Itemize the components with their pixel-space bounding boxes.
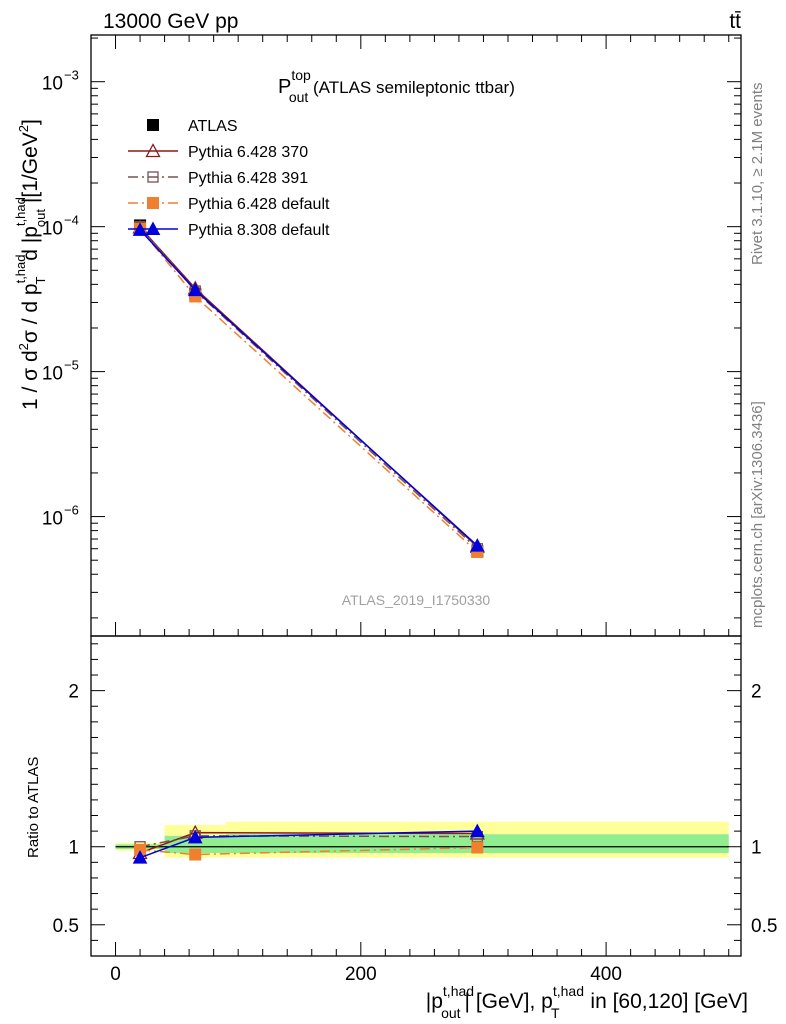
main-point-pythia-8-308-default (469, 538, 485, 552)
plot-title-sup: top (291, 67, 311, 83)
legend-marker (147, 119, 159, 131)
header-process-label: tt̄ (729, 10, 741, 33)
analysis-watermark: ATLAS_2019_I1750330 (342, 592, 491, 608)
main-line-pythia-6-428-370 (139, 226, 478, 548)
y-tick-label-exponent: −3 (64, 68, 79, 83)
plot-title-sub: out (289, 89, 309, 105)
main-y-axis-label: 1 / σ d2σ / d pt,had T d |pt,had out|[1/Ge… (13, 119, 48, 410)
x-tick-label: 200 (345, 964, 377, 985)
ratio-uncertainty-bands (115, 821, 729, 858)
ratio-band-green (164, 835, 226, 853)
y-tick-label-exponent: −4 (64, 213, 79, 228)
main-line-pythia-6-428-default (139, 228, 478, 553)
legend-label: Pythia 8.308 default (188, 222, 330, 239)
legend-label: ATLAS (188, 118, 238, 135)
y-tick-label: 10 (42, 364, 63, 385)
legend-marker (145, 221, 161, 235)
ratio-y-ticks: 0.5 0.5 1 1 2 2 (53, 643, 777, 941)
ratio-tick-label: 1 (68, 838, 79, 859)
legend-marker (147, 197, 159, 209)
main-point-pythia-8-308-default (187, 282, 203, 297)
ratio-point-pythia-6-428-default (189, 848, 202, 861)
legend-marker (145, 143, 161, 158)
x-tick-label: 0 (110, 964, 121, 985)
y-tick-label: 10 (42, 74, 63, 95)
ratio-tick-label: 2 (68, 682, 79, 703)
main-series (132, 219, 485, 558)
legend-label: Pythia 6.428 370 (188, 144, 308, 161)
main-y-ticks: 10−610−510−410−3 (42, 37, 741, 619)
mcplots-label: mcplots.cern.ch [arXiv:1306.3436] (749, 401, 766, 628)
legend-label: Pythia 6.428 default (188, 196, 330, 213)
y-tick-label: 10 (42, 509, 63, 530)
ratio-series (132, 823, 485, 864)
legend-marker (147, 171, 159, 183)
ratio-y-axis-label: Ratio to ATLAS (25, 757, 42, 858)
ratio-line-pythia-6-428-391 (139, 835, 478, 848)
ratio-tick-label: 0.5 (53, 916, 79, 937)
ratio-point-pythia-8-308-default (187, 829, 203, 844)
x-tick-label: 400 (590, 964, 622, 985)
y-tick-label: 10 (42, 219, 63, 240)
x-axis-ticks: 0 200 400 (110, 35, 730, 985)
x-axis-label: |pt,had out | [GeV], pt,had T in [60,120] [… (426, 983, 748, 1021)
ratio-point-pythia-8-308-default (132, 850, 148, 864)
ratio-tick-label-right: 0.5 (751, 916, 777, 937)
y-tick-label-exponent: −5 (64, 358, 79, 373)
rivet-label: Rivet 3.1.10, ≥ 2.1M events (749, 83, 766, 266)
ratio-point-pythia-8-308-default (469, 823, 485, 838)
ratio-panel-frame (90, 635, 742, 957)
plot-title-rest: (ATLAS semileptonic ttbar) (308, 78, 515, 97)
y-tick-label-exponent: −6 (64, 503, 79, 518)
plot-title-main: P (278, 76, 291, 98)
ratio-tick-label-right: 2 (751, 682, 762, 703)
header-energy-label: 13000 GeV pp (103, 10, 238, 33)
main-line-pythia-8-308-default (139, 229, 478, 547)
ratio-point-pythia-6-428-default (471, 841, 484, 854)
ratio-tick-label-right: 1 (751, 838, 762, 859)
plot-title: Ptop out (ATLAS semileptonic ttbar) (278, 67, 515, 105)
legend: ATLAS Pythia 6.428 370 Pythia 6.428 391 Pyt… (128, 118, 330, 239)
legend-label: Pythia 6.428 391 (188, 170, 308, 187)
